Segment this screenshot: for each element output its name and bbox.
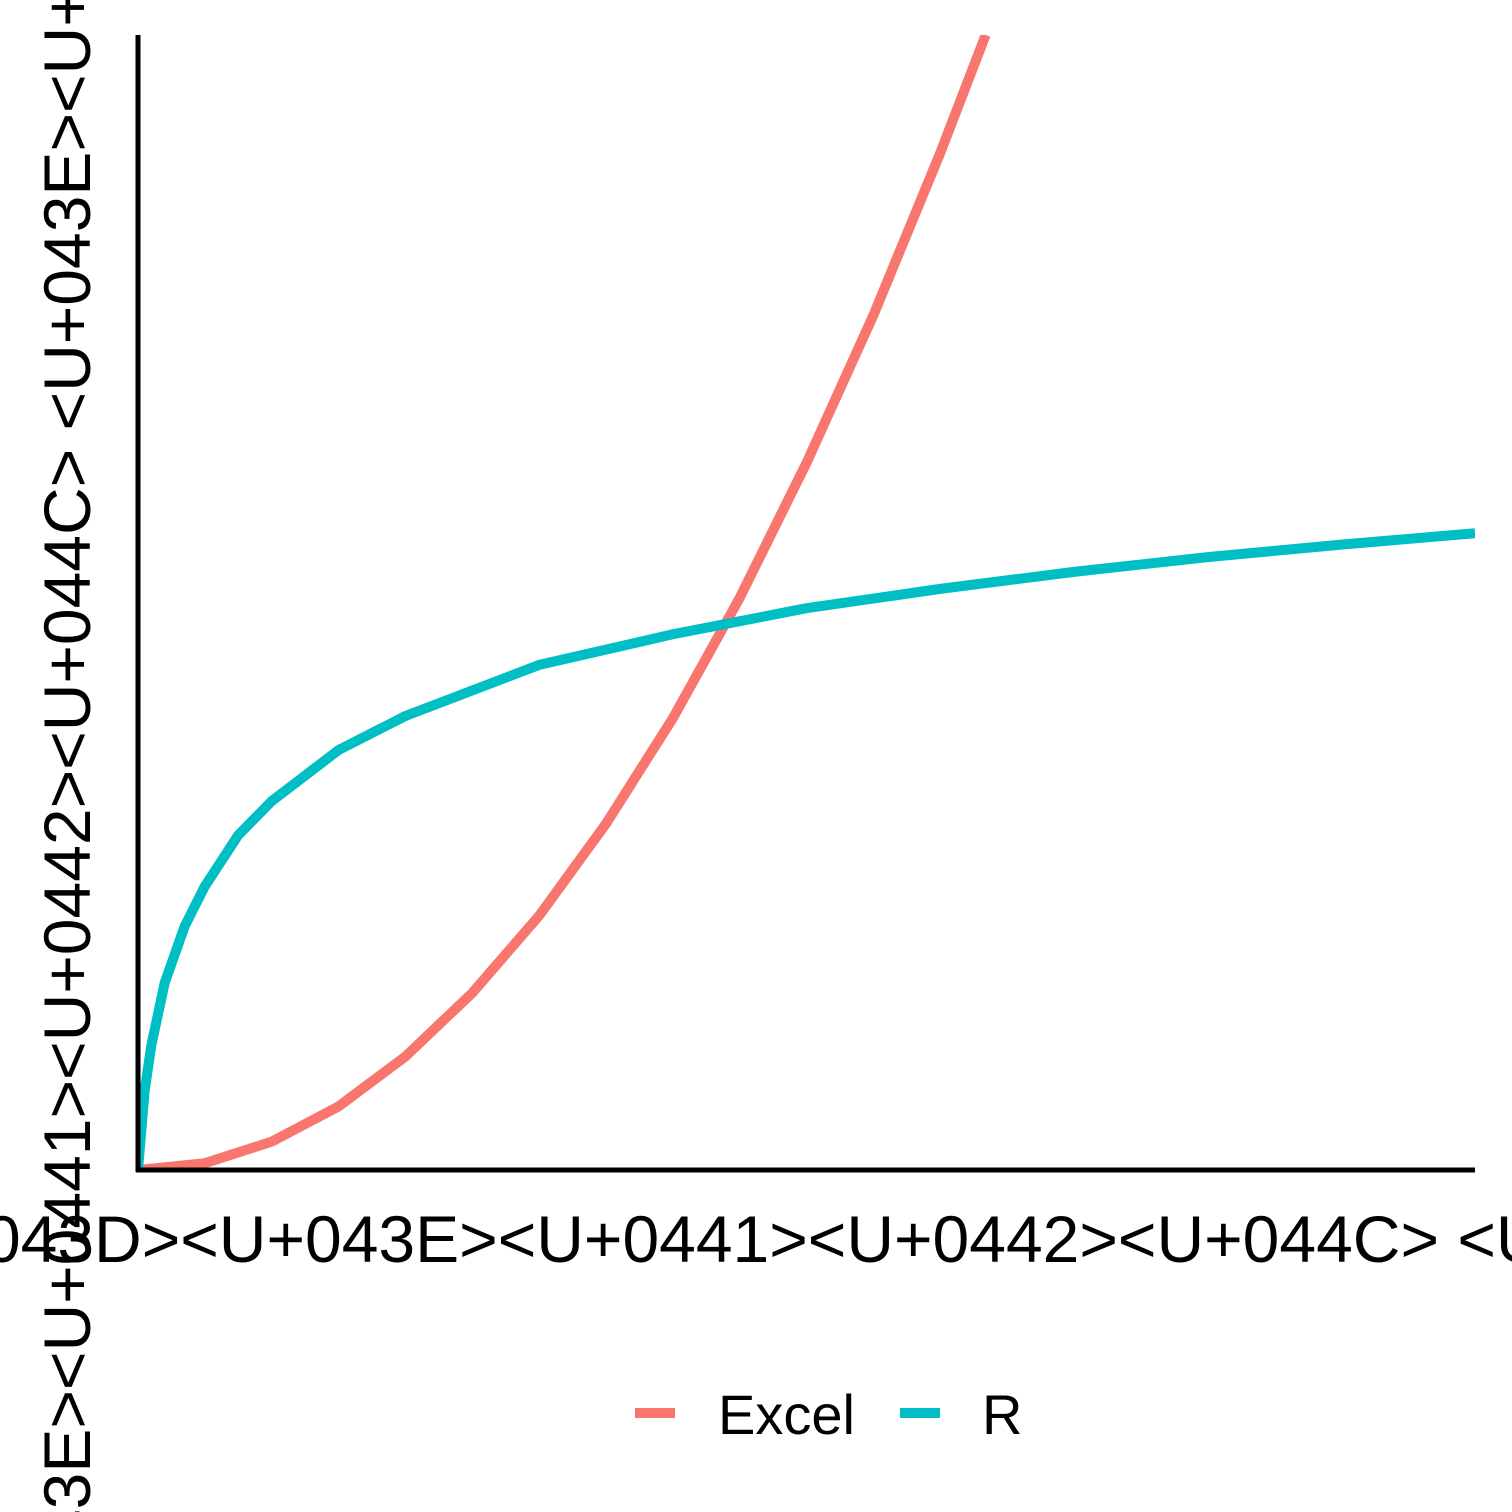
legend-label: Excel <box>718 1383 855 1446</box>
y-axis-title: <U+0421><U+043B><U+043E><U+0436><U+043D>… <box>30 0 104 1512</box>
plot-area <box>138 35 1475 1170</box>
series-line <box>138 528 1475 1170</box>
legend: Excel R <box>635 1383 1022 1446</box>
legend-label: R <box>982 1383 1022 1446</box>
series-line <box>138 35 991 1170</box>
x-axis-title: <U+0421><U+043B><U+043E><U+0436><U+043D>… <box>0 1202 1512 1276</box>
